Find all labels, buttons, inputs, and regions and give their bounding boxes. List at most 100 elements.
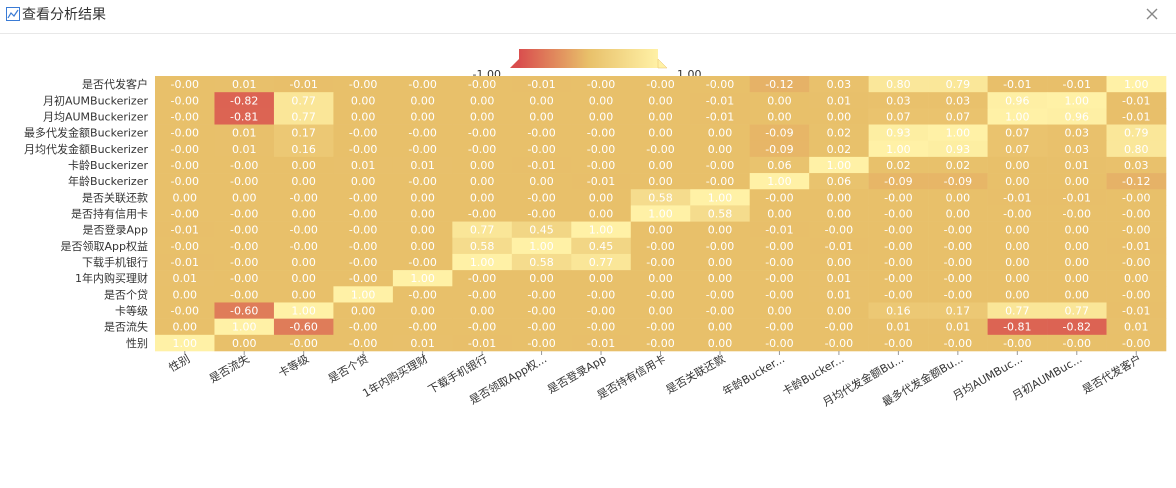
heatmap-cell[interactable] xyxy=(987,221,1048,239)
heatmap-cell[interactable] xyxy=(630,286,691,303)
heatmap-cell[interactable] xyxy=(273,205,334,222)
heatmap-cell[interactable] xyxy=(155,156,215,174)
heatmap-cell[interactable] xyxy=(571,318,632,336)
heatmap-cell[interactable] xyxy=(630,253,691,271)
heatmap-cell[interactable] xyxy=(511,253,572,271)
heatmap-cell[interactable] xyxy=(214,173,275,190)
heatmap-cell[interactable] xyxy=(630,173,691,190)
heatmap-cell[interactable] xyxy=(333,302,394,319)
heatmap-cell[interactable] xyxy=(333,270,394,287)
heatmap-cell[interactable] xyxy=(630,92,691,109)
heatmap-cell[interactable] xyxy=(511,140,572,158)
heatmap-cell[interactable] xyxy=(214,92,275,109)
heatmap-cell[interactable] xyxy=(1106,270,1167,287)
heatmap-cell[interactable] xyxy=(928,124,988,142)
heatmap-cell[interactable] xyxy=(511,189,572,206)
heatmap-cell[interactable] xyxy=(511,237,572,255)
heatmap-cell[interactable] xyxy=(928,189,988,206)
heatmap-cell[interactable] xyxy=(155,286,215,303)
heatmap-cell[interactable] xyxy=(1047,108,1107,125)
heatmap-cell[interactable] xyxy=(690,189,751,206)
heatmap-cell[interactable] xyxy=(571,156,632,174)
heatmap-cell[interactable] xyxy=(1106,334,1167,352)
heatmap-cell[interactable] xyxy=(273,318,334,336)
heatmap-cell[interactable] xyxy=(690,140,751,158)
heatmap-cell[interactable] xyxy=(1106,156,1167,174)
heatmap-cell[interactable] xyxy=(749,302,810,319)
heatmap-cell[interactable] xyxy=(749,334,810,352)
heatmap-cell[interactable] xyxy=(1047,140,1107,158)
heatmap-cell[interactable] xyxy=(333,76,394,93)
heatmap-cell[interactable] xyxy=(868,189,929,206)
heatmap-cell[interactable] xyxy=(868,173,929,190)
heatmap-cell[interactable] xyxy=(571,108,632,125)
heatmap-cell[interactable] xyxy=(155,253,215,271)
heatmap-cell[interactable] xyxy=(273,237,334,255)
heatmap-cell[interactable] xyxy=(868,318,929,336)
heatmap-cell[interactable] xyxy=(1106,221,1167,239)
heatmap-cell[interactable] xyxy=(809,253,869,271)
heatmap-cell[interactable] xyxy=(749,205,810,222)
heatmap-cell[interactable] xyxy=(749,318,810,336)
heatmap-cell[interactable] xyxy=(809,205,869,222)
heatmap-cell[interactable] xyxy=(452,124,513,142)
heatmap-cell[interactable] xyxy=(690,156,751,174)
heatmap-cell[interactable] xyxy=(928,140,988,158)
heatmap-cell[interactable] xyxy=(1106,108,1167,125)
heatmap-cell[interactable] xyxy=(987,124,1048,142)
heatmap-cell[interactable] xyxy=(928,286,988,303)
close-icon[interactable] xyxy=(1142,4,1162,24)
heatmap-cell[interactable] xyxy=(928,334,988,352)
heatmap-cell[interactable] xyxy=(690,286,751,303)
heatmap-cell[interactable] xyxy=(273,173,334,190)
heatmap-cell[interactable] xyxy=(273,189,334,206)
heatmap-cell[interactable] xyxy=(452,156,513,174)
heatmap-cell[interactable] xyxy=(749,237,810,255)
heatmap-cell[interactable] xyxy=(1106,124,1167,142)
heatmap-cell[interactable] xyxy=(868,76,929,93)
heatmap-cell[interactable] xyxy=(928,205,988,222)
heatmap-cell[interactable] xyxy=(928,270,988,287)
heatmap-cell[interactable] xyxy=(333,156,394,174)
heatmap-cell[interactable] xyxy=(392,237,453,255)
heatmap-cell[interactable] xyxy=(868,302,929,319)
heatmap-cell[interactable] xyxy=(987,205,1048,222)
heatmap-cell[interactable] xyxy=(452,270,513,287)
heatmap-cell[interactable] xyxy=(392,124,453,142)
heatmap-cell[interactable] xyxy=(273,124,334,142)
heatmap-cell[interactable] xyxy=(630,189,691,206)
heatmap-cell[interactable] xyxy=(452,108,513,125)
heatmap-cell[interactable] xyxy=(452,92,513,109)
heatmap-cell[interactable] xyxy=(928,92,988,109)
heatmap-cell[interactable] xyxy=(987,76,1048,93)
heatmap-cell[interactable] xyxy=(155,189,215,206)
heatmap-cell[interactable] xyxy=(809,173,869,190)
heatmap-cell[interactable] xyxy=(868,334,929,352)
heatmap-cell[interactable] xyxy=(868,237,929,255)
heatmap-cell[interactable] xyxy=(809,221,869,239)
heatmap-cell[interactable] xyxy=(155,124,215,142)
heatmap-cell[interactable] xyxy=(571,253,632,271)
heatmap-cell[interactable] xyxy=(928,76,988,93)
heatmap-cell[interactable] xyxy=(452,221,513,239)
heatmap-cell[interactable] xyxy=(868,286,929,303)
heatmap-cell[interactable] xyxy=(690,302,751,319)
heatmap-cell[interactable] xyxy=(749,108,810,125)
heatmap-cell[interactable] xyxy=(214,156,275,174)
heatmap-cell[interactable] xyxy=(155,318,215,336)
heatmap-cell[interactable] xyxy=(214,124,275,142)
heatmap-cell[interactable] xyxy=(214,108,275,125)
heatmap-cell[interactable] xyxy=(511,108,572,125)
heatmap-cell[interactable] xyxy=(1047,302,1107,319)
heatmap-cell[interactable] xyxy=(452,302,513,319)
visual-map-bar[interactable] xyxy=(519,49,658,68)
heatmap-cell[interactable] xyxy=(333,92,394,109)
heatmap-cell[interactable] xyxy=(630,76,691,93)
heatmap-cell[interactable] xyxy=(1106,189,1167,206)
heatmap-cell[interactable] xyxy=(273,140,334,158)
heatmap-cell[interactable] xyxy=(1106,76,1167,93)
heatmap-cell[interactable] xyxy=(868,124,929,142)
heatmap-cell[interactable] xyxy=(987,173,1048,190)
heatmap-cell[interactable] xyxy=(392,140,453,158)
heatmap-cell[interactable] xyxy=(749,253,810,271)
